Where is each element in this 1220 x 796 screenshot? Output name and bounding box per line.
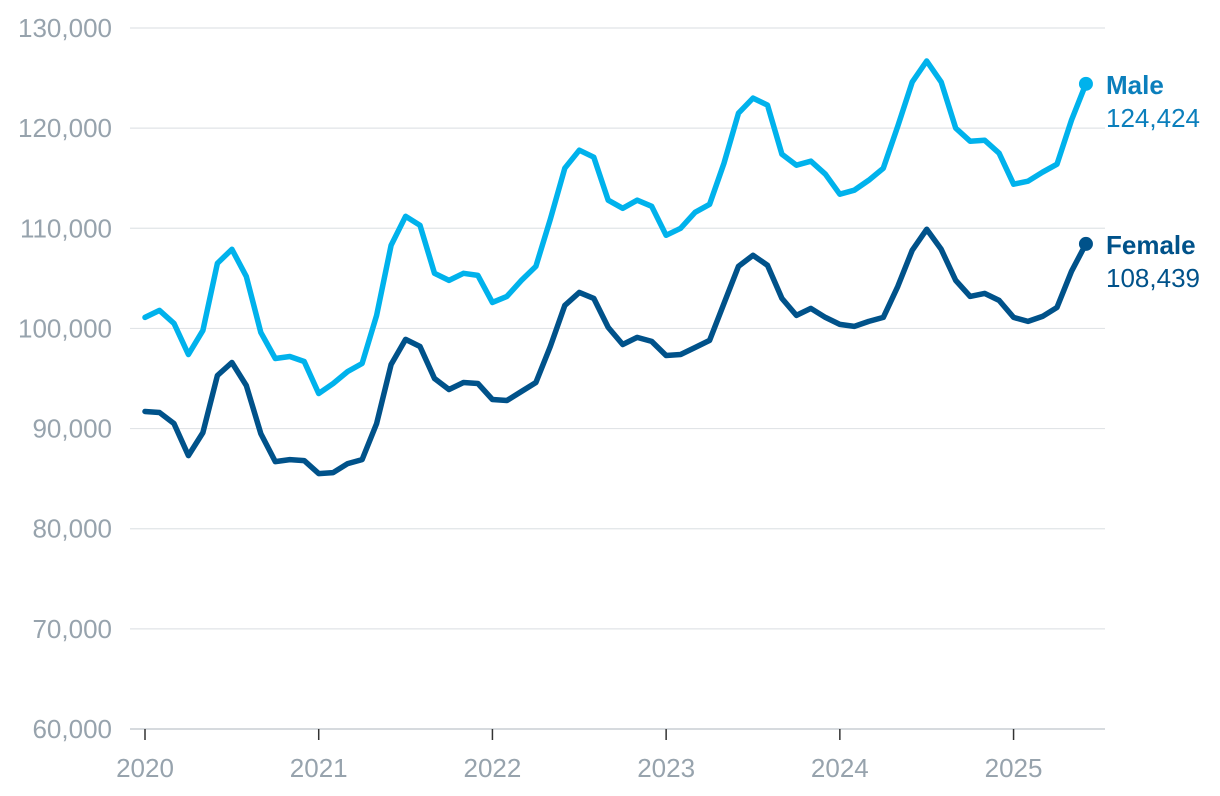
end-value-male: 124,424 [1106, 103, 1200, 133]
series-line-female [142, 226, 1089, 477]
x-tick-label: 2020 [116, 753, 174, 783]
x-tick-label: 2025 [985, 753, 1043, 783]
y-tick-label: 130,000 [18, 13, 112, 43]
x-tick-label: 2022 [464, 753, 522, 783]
y-tick-label: 80,000 [32, 514, 112, 544]
y-tick-label: 120,000 [18, 113, 112, 143]
y-tick-label: 100,000 [18, 313, 112, 343]
gridlines [130, 27, 1105, 730]
y-tick-label: 60,000 [32, 714, 112, 744]
end-point-female [1078, 236, 1093, 251]
y-tick-label: 90,000 [32, 414, 112, 444]
x-tick-label: 2023 [637, 753, 695, 783]
y-tick-label: 70,000 [32, 614, 112, 644]
end-point-male [1078, 76, 1093, 91]
series-lines [142, 58, 1093, 477]
y-axis: 60,000 70,000 80,000 90,000 100,000 110,000 12… [18, 13, 112, 744]
end-label-male: Male [1106, 70, 1164, 100]
x-tick-label: 2024 [811, 753, 869, 783]
end-value-female: 108,439 [1106, 263, 1200, 293]
x-tick-label: 2021 [290, 753, 348, 783]
series-line-male [142, 58, 1089, 397]
y-tick-label: 110,000 [20, 213, 112, 243]
end-label-female: Female [1106, 230, 1196, 260]
x-axis: 2020 2021 2022 2023 2024 2025 [116, 729, 1042, 783]
